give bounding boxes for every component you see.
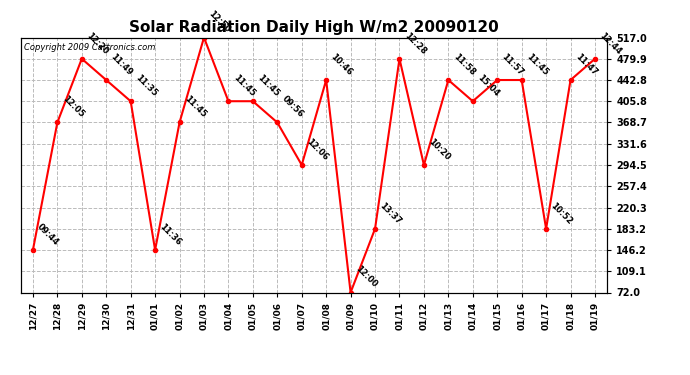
- Text: 12:44: 12:44: [598, 31, 623, 56]
- Text: 11:49: 11:49: [109, 52, 135, 77]
- Text: 12:50: 12:50: [207, 9, 232, 35]
- Text: 12:28: 12:28: [402, 31, 428, 56]
- Text: 09:44: 09:44: [36, 222, 61, 247]
- Text: Copyright 2009 Cartronics.com: Copyright 2009 Cartronics.com: [23, 43, 155, 52]
- Text: 12:20: 12:20: [85, 31, 110, 56]
- Text: 11:35: 11:35: [133, 73, 159, 99]
- Text: 11:36: 11:36: [158, 222, 183, 247]
- Text: 11:45: 11:45: [182, 94, 208, 120]
- Text: 11:45: 11:45: [524, 52, 550, 77]
- Text: 11:45: 11:45: [231, 73, 257, 99]
- Text: 12:00: 12:00: [353, 264, 379, 290]
- Text: 12:05: 12:05: [60, 94, 86, 120]
- Text: 10:52: 10:52: [549, 201, 574, 226]
- Text: 09:56: 09:56: [280, 94, 305, 120]
- Text: 13:37: 13:37: [378, 201, 403, 226]
- Text: 10:46: 10:46: [329, 52, 354, 77]
- Text: 12:06: 12:06: [304, 137, 330, 162]
- Text: 10:20: 10:20: [426, 137, 452, 162]
- Text: 11:57: 11:57: [500, 52, 525, 77]
- Text: 15:04: 15:04: [475, 73, 501, 99]
- Title: Solar Radiation Daily High W/m2 20090120: Solar Radiation Daily High W/m2 20090120: [129, 20, 499, 35]
- Text: 11:45: 11:45: [255, 73, 281, 99]
- Text: 11:47: 11:47: [573, 52, 599, 77]
- Text: 11:58: 11:58: [451, 52, 476, 77]
